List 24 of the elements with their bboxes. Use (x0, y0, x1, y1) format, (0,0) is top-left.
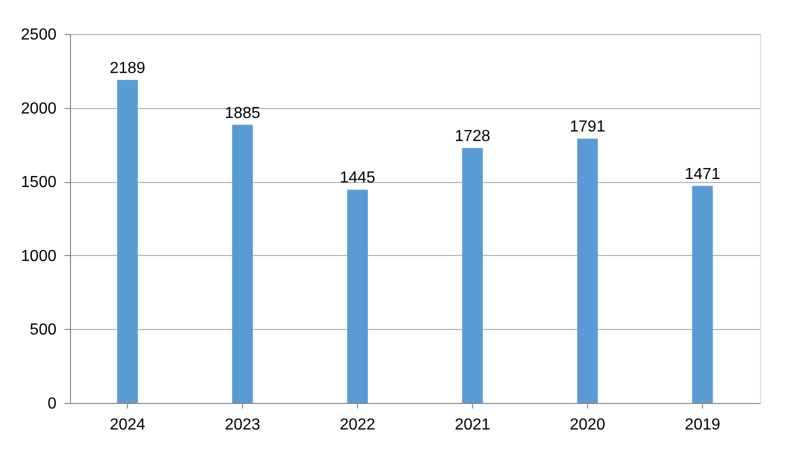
x-tick-label: 2020 (570, 416, 606, 434)
x-tick-label: 2023 (224, 416, 260, 434)
data-label: 1885 (224, 104, 260, 122)
y-tick-label: 1500 (20, 174, 57, 192)
x-tick-label: 2019 (684, 416, 720, 434)
bar (577, 138, 598, 403)
data-label: 1728 (454, 128, 490, 145)
data-label: 1791 (570, 118, 606, 136)
x-tick-label: 2021 (454, 416, 490, 434)
y-tick-label: 500 (30, 322, 57, 339)
data-label: 2189 (110, 60, 146, 77)
data-label: 1471 (684, 166, 720, 183)
y-tick-label: 0 (48, 396, 57, 412)
y-tick-label: 1000 (20, 248, 57, 265)
bar (462, 148, 483, 403)
x-tick-label: 2022 (340, 416, 376, 434)
y-tick-label: 2000 (20, 100, 57, 118)
bar (232, 124, 253, 403)
data-label: 1445 (340, 170, 376, 187)
bar (692, 186, 713, 403)
bar (347, 190, 368, 403)
bar (117, 80, 138, 403)
y-tick-label: 2500 (20, 26, 57, 44)
x-tick-label: 2024 (110, 416, 146, 434)
